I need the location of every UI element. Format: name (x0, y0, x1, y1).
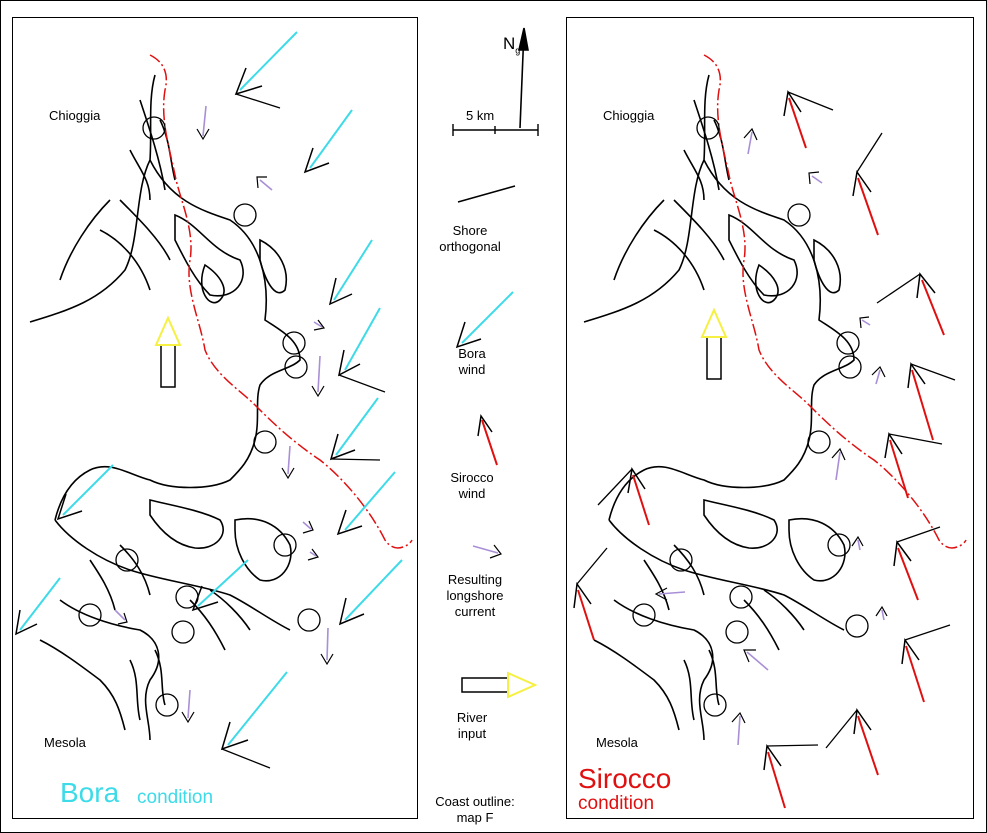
condition-subtitle: condition (578, 793, 655, 814)
current-arrow (114, 609, 128, 625)
legend-shore-orthogonal: Shore orthogonal (439, 223, 501, 254)
sirocco-arrow (783, 89, 834, 149)
sirocco-map-panel (566, 17, 974, 819)
current-arrow (281, 445, 295, 480)
bora-longshore-currents (114, 105, 334, 724)
current-arrow (307, 548, 319, 561)
sirocco-arrow (852, 132, 883, 236)
place-label-chioggia: Chioggia (603, 108, 655, 123)
current-arrow (311, 355, 325, 398)
bora-wind-arrows (15, 31, 403, 769)
current-arrow (831, 447, 846, 481)
current-arrow (654, 587, 686, 601)
bora-wind-symbol (455, 291, 514, 349)
bora-coastline (29, 74, 301, 741)
current-arrow (871, 365, 886, 385)
sirocco-arrow (763, 743, 819, 809)
place-label-chioggia: Chioggia (49, 108, 101, 123)
sirocco-wind-arrows (573, 89, 956, 809)
sirocco-longshore-currents (654, 127, 888, 746)
north-arrow (517, 27, 529, 129)
shore-orthogonal-symbol (457, 185, 516, 203)
current-arrow (196, 105, 210, 141)
sirocco-arrow (907, 361, 956, 441)
condition-subtitle: condition (137, 787, 214, 808)
bora-arrow (191, 559, 249, 612)
bora-river-input (154, 315, 182, 388)
sirocco-coastline (583, 54, 967, 741)
bora-arrow (220, 671, 288, 769)
legend-bora-wind: Bora wind (458, 346, 486, 377)
sirocco-arrow (573, 547, 608, 641)
current-arrow (859, 316, 871, 329)
bora-arrow (336, 471, 396, 536)
sirocco-wind-symbol (477, 414, 498, 466)
current-arrow (313, 319, 326, 331)
current-arrow (302, 520, 314, 534)
scale-label: 5 km (466, 108, 495, 123)
sirocco-arrow (825, 707, 879, 776)
bora-site-circles (78, 116, 321, 717)
sirocco-arrow (876, 272, 945, 336)
legend-coast-outline: Coast outline: map F (435, 794, 515, 825)
bora-arrow (56, 464, 114, 521)
legend-river-input: River input (456, 710, 488, 741)
place-label-mesola: Mesola (44, 735, 86, 750)
condition-title: Bora (60, 777, 120, 808)
current-arrow (256, 176, 273, 191)
legend-sirocco-wind: Sirocco wind (450, 470, 494, 501)
bora-map-panel (12, 17, 418, 819)
bora-arrow (329, 397, 381, 461)
bora-dune-line (149, 54, 413, 549)
bora-arrow (338, 559, 403, 626)
longshore-current-symbol (472, 544, 502, 559)
bora-arrow (337, 307, 386, 393)
legend-longshore-current: Resulting longshore current (446, 572, 504, 619)
current-arrow (851, 535, 864, 551)
north-label: Ng (503, 34, 521, 56)
current-arrow (743, 127, 758, 155)
current-arrow (181, 689, 195, 724)
scale-bar (452, 124, 539, 136)
current-arrow (320, 627, 334, 666)
sirocco-arrow (893, 526, 941, 601)
sirocco-arrow (901, 624, 951, 703)
place-label-mesola: Mesola (596, 735, 638, 750)
bora-arrow (15, 577, 61, 636)
current-arrow (743, 649, 769, 671)
sirocco-arrow (597, 466, 650, 526)
bora-arrow (328, 239, 373, 306)
current-arrow (875, 605, 888, 621)
condition-title: Sirocco (578, 763, 672, 794)
current-arrow (808, 171, 823, 185)
current-arrow (731, 711, 746, 746)
bora-arrow (303, 109, 353, 174)
bora-arrow (234, 31, 298, 109)
river-input-symbol (461, 671, 538, 699)
sirocco-arrow (884, 431, 943, 499)
